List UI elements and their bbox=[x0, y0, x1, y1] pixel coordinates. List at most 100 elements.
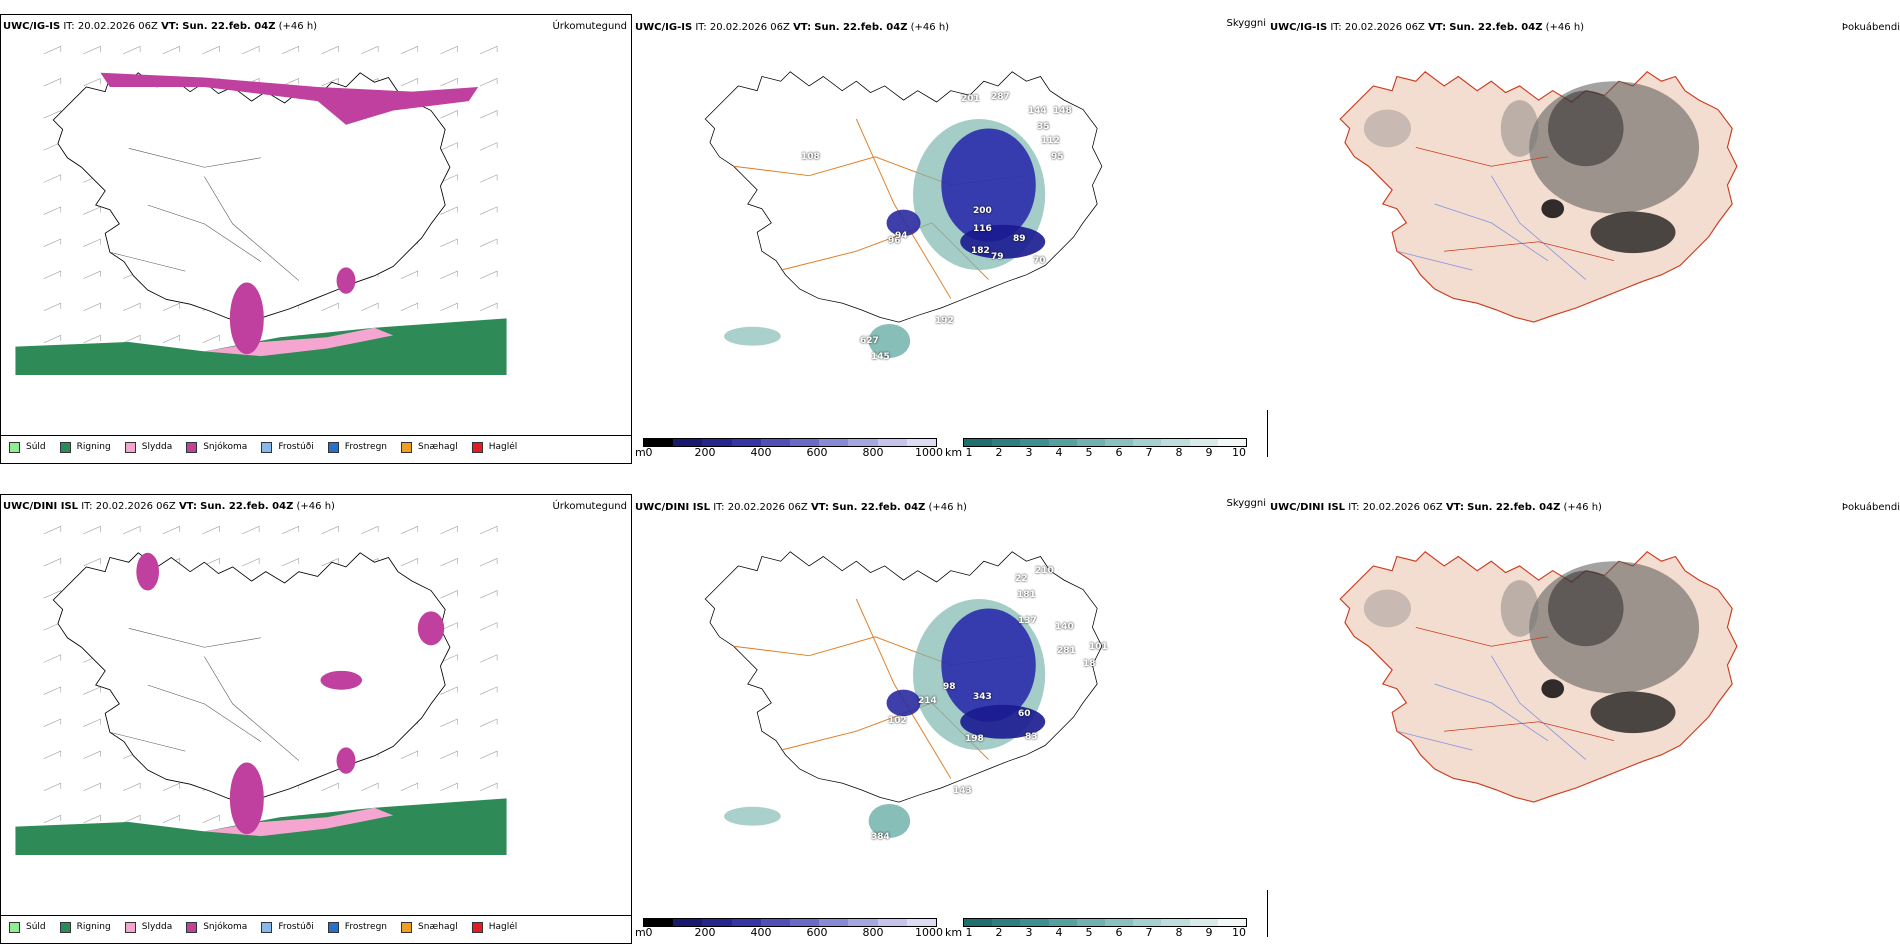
cloud-value-label: 201 bbox=[961, 94, 980, 104]
visibility-tick: 9 bbox=[1205, 446, 1213, 459]
vt-label: VT: bbox=[793, 22, 812, 33]
cloud-base-tick: 600 bbox=[806, 446, 828, 459]
cloud-base-unit: m bbox=[635, 926, 646, 939]
visibility-tick: 8 bbox=[1175, 446, 1183, 459]
it-value: 20.02.2026 06Z bbox=[1344, 22, 1425, 33]
visibility-tick: 3 bbox=[1025, 926, 1033, 939]
legend-swatch bbox=[124, 921, 136, 933]
precip-type-panel: UWC/IG-IS IT: 20.02.2026 06Z VT: Sun. 22… bbox=[0, 14, 632, 464]
it-value: 20.02.2026 06Z bbox=[727, 502, 808, 513]
cloud-base-unit: m bbox=[635, 446, 646, 459]
precip-legend: Súld Rigning Slydda Snjókoma Frostúði Frostre… bbox=[1, 435, 631, 458]
sky-value-label: 192 bbox=[935, 316, 954, 326]
precip-map bbox=[1, 35, 521, 379]
legend-swatch bbox=[327, 921, 339, 933]
cloud-value-label: 148 bbox=[1053, 106, 1072, 116]
legend-swatch bbox=[9, 441, 20, 453]
it-label: IT: bbox=[81, 501, 93, 512]
cloud-value-label: 181 bbox=[1017, 590, 1036, 600]
map-title: UWC/IG-IS IT: 20.02.2026 06Z VT: Sun. 22… bbox=[3, 21, 317, 32]
visibility-tick: 4 bbox=[1055, 926, 1063, 939]
legend-item: Frostúði bbox=[261, 441, 314, 453]
visibility-tick: 1 bbox=[965, 926, 973, 939]
visibility-colorbar: km 1 2 3 4 5 6 7 8 9 10 bbox=[945, 918, 1247, 939]
vt-label: VT: bbox=[810, 502, 829, 513]
visibility-tick: 7 bbox=[1145, 446, 1153, 459]
it-value: 20.02.2026 06Z bbox=[1362, 502, 1443, 513]
cloud-value-label: 144 bbox=[1028, 106, 1047, 116]
lead-time: (+46 h) bbox=[296, 501, 335, 512]
visibility-tick: 6 bbox=[1115, 926, 1123, 939]
map-title: UWC/IG-IS IT: 20.02.2026 06Z VT: Sun. 22… bbox=[1270, 22, 1584, 33]
visibility-tick: 10 bbox=[1232, 926, 1246, 939]
map-title: UWC/DINI ISL IT: 20.02.2026 06Z VT: Sun.… bbox=[3, 501, 335, 512]
cloud-value-label: 95 bbox=[1051, 152, 1064, 162]
vt-label: VT: bbox=[1445, 502, 1464, 513]
it-label: IT: bbox=[63, 21, 75, 32]
panel-type-label: Skyggni bbox=[1226, 498, 1266, 509]
legend-item: Frostúði bbox=[261, 921, 314, 933]
legend-swatch bbox=[401, 921, 413, 933]
sky-value-label: 83 bbox=[1025, 732, 1038, 742]
it-label: IT: bbox=[1330, 22, 1342, 33]
legend-item: Snæhagl bbox=[401, 921, 458, 933]
sky-value-label: 214 bbox=[918, 696, 937, 706]
model-name: UWC/IG-IS bbox=[3, 21, 61, 32]
sky-value-label: 108 bbox=[801, 152, 820, 162]
visibility-tick: 8 bbox=[1175, 926, 1183, 939]
legend-item: Haglél bbox=[471, 921, 517, 933]
sky-value-label: 70 bbox=[1033, 256, 1046, 266]
cloud-base-tick: 0 bbox=[645, 926, 653, 939]
lead-time: (+46 h) bbox=[928, 502, 967, 513]
vt-value: Sun. 22.feb. 04Z bbox=[182, 21, 276, 32]
cloud-value-label: 18 bbox=[1083, 659, 1096, 669]
legend-swatch bbox=[327, 441, 339, 453]
panel-type-label: Skyggni bbox=[1226, 18, 1266, 29]
cloud-value-label: 137 bbox=[1018, 616, 1037, 626]
visibility-tick: 10 bbox=[1232, 446, 1246, 459]
lead-time: (+46 h) bbox=[278, 21, 318, 32]
cloud-base-tick: 400 bbox=[750, 926, 772, 939]
legend-swatch bbox=[9, 921, 20, 933]
model-name: UWC/IG-IS bbox=[1270, 22, 1328, 33]
legend-label: Haglél bbox=[488, 442, 518, 452]
it-label: IT: bbox=[713, 502, 725, 513]
sky-value-label: 627 bbox=[860, 336, 879, 346]
fog-panel: UWC/IG-IS IT: 20.02.2026 06Z VT: Sun. 22… bbox=[1268, 14, 1900, 464]
sky-value-label: 89 bbox=[1013, 234, 1026, 244]
visibility-colorbar: km 1 2 3 4 5 6 7 8 9 10 bbox=[945, 438, 1247, 459]
legend-label: Súld bbox=[26, 442, 46, 452]
vt-label: VT: bbox=[1428, 22, 1447, 33]
lead-time: (+46 h) bbox=[910, 22, 950, 33]
sky-value-label: 145 bbox=[871, 352, 890, 362]
legend-label: Frostregn bbox=[344, 442, 388, 452]
lead-time: (+46 h) bbox=[1563, 502, 1602, 513]
model-name: UWC/IG-IS bbox=[635, 22, 693, 33]
precip-map bbox=[1, 515, 521, 859]
sky-value-label: 79 bbox=[991, 252, 1004, 262]
fog-map bbox=[1288, 514, 1808, 858]
visibility-bar bbox=[963, 918, 1247, 927]
cloud-value-label: 140 bbox=[1055, 622, 1074, 632]
cloud-value-label: 101 bbox=[1089, 642, 1108, 652]
sky-value-label: 98 bbox=[943, 682, 956, 692]
sky-value-label: 94 bbox=[895, 231, 908, 241]
panel-type-label: Úrkomutegund bbox=[552, 21, 627, 32]
visibility-tick: 2 bbox=[995, 446, 1003, 459]
legend-item: Slydda bbox=[124, 921, 172, 933]
visibility-tick: 5 bbox=[1085, 446, 1093, 459]
sky-value-label: 116 bbox=[973, 224, 992, 234]
cloud-base-tick: 800 bbox=[862, 446, 884, 459]
sky-value-label: 182 bbox=[971, 246, 990, 256]
visibility-tick: 9 bbox=[1205, 926, 1213, 939]
panel-type-label: Úrkomutegund bbox=[552, 501, 627, 512]
model-name: UWC/DINI ISL bbox=[3, 501, 79, 512]
cloud-value-label: 210 bbox=[1035, 566, 1054, 576]
visibility-bar bbox=[963, 438, 1247, 447]
vt-value: Sun. 22.feb. 04Z bbox=[832, 502, 926, 513]
map-title: UWC/DINI ISL IT: 20.02.2026 06Z VT: Sun.… bbox=[635, 502, 967, 513]
cloud-panel: UWC/DINI ISL IT: 20.02.2026 06Z VT: Sun.… bbox=[633, 494, 1268, 944]
legend-label: Frostúði bbox=[278, 442, 314, 452]
sky-value-label: 96 bbox=[888, 236, 901, 246]
map-title: UWC/IG-IS IT: 20.02.2026 06Z VT: Sun. 22… bbox=[635, 22, 949, 33]
